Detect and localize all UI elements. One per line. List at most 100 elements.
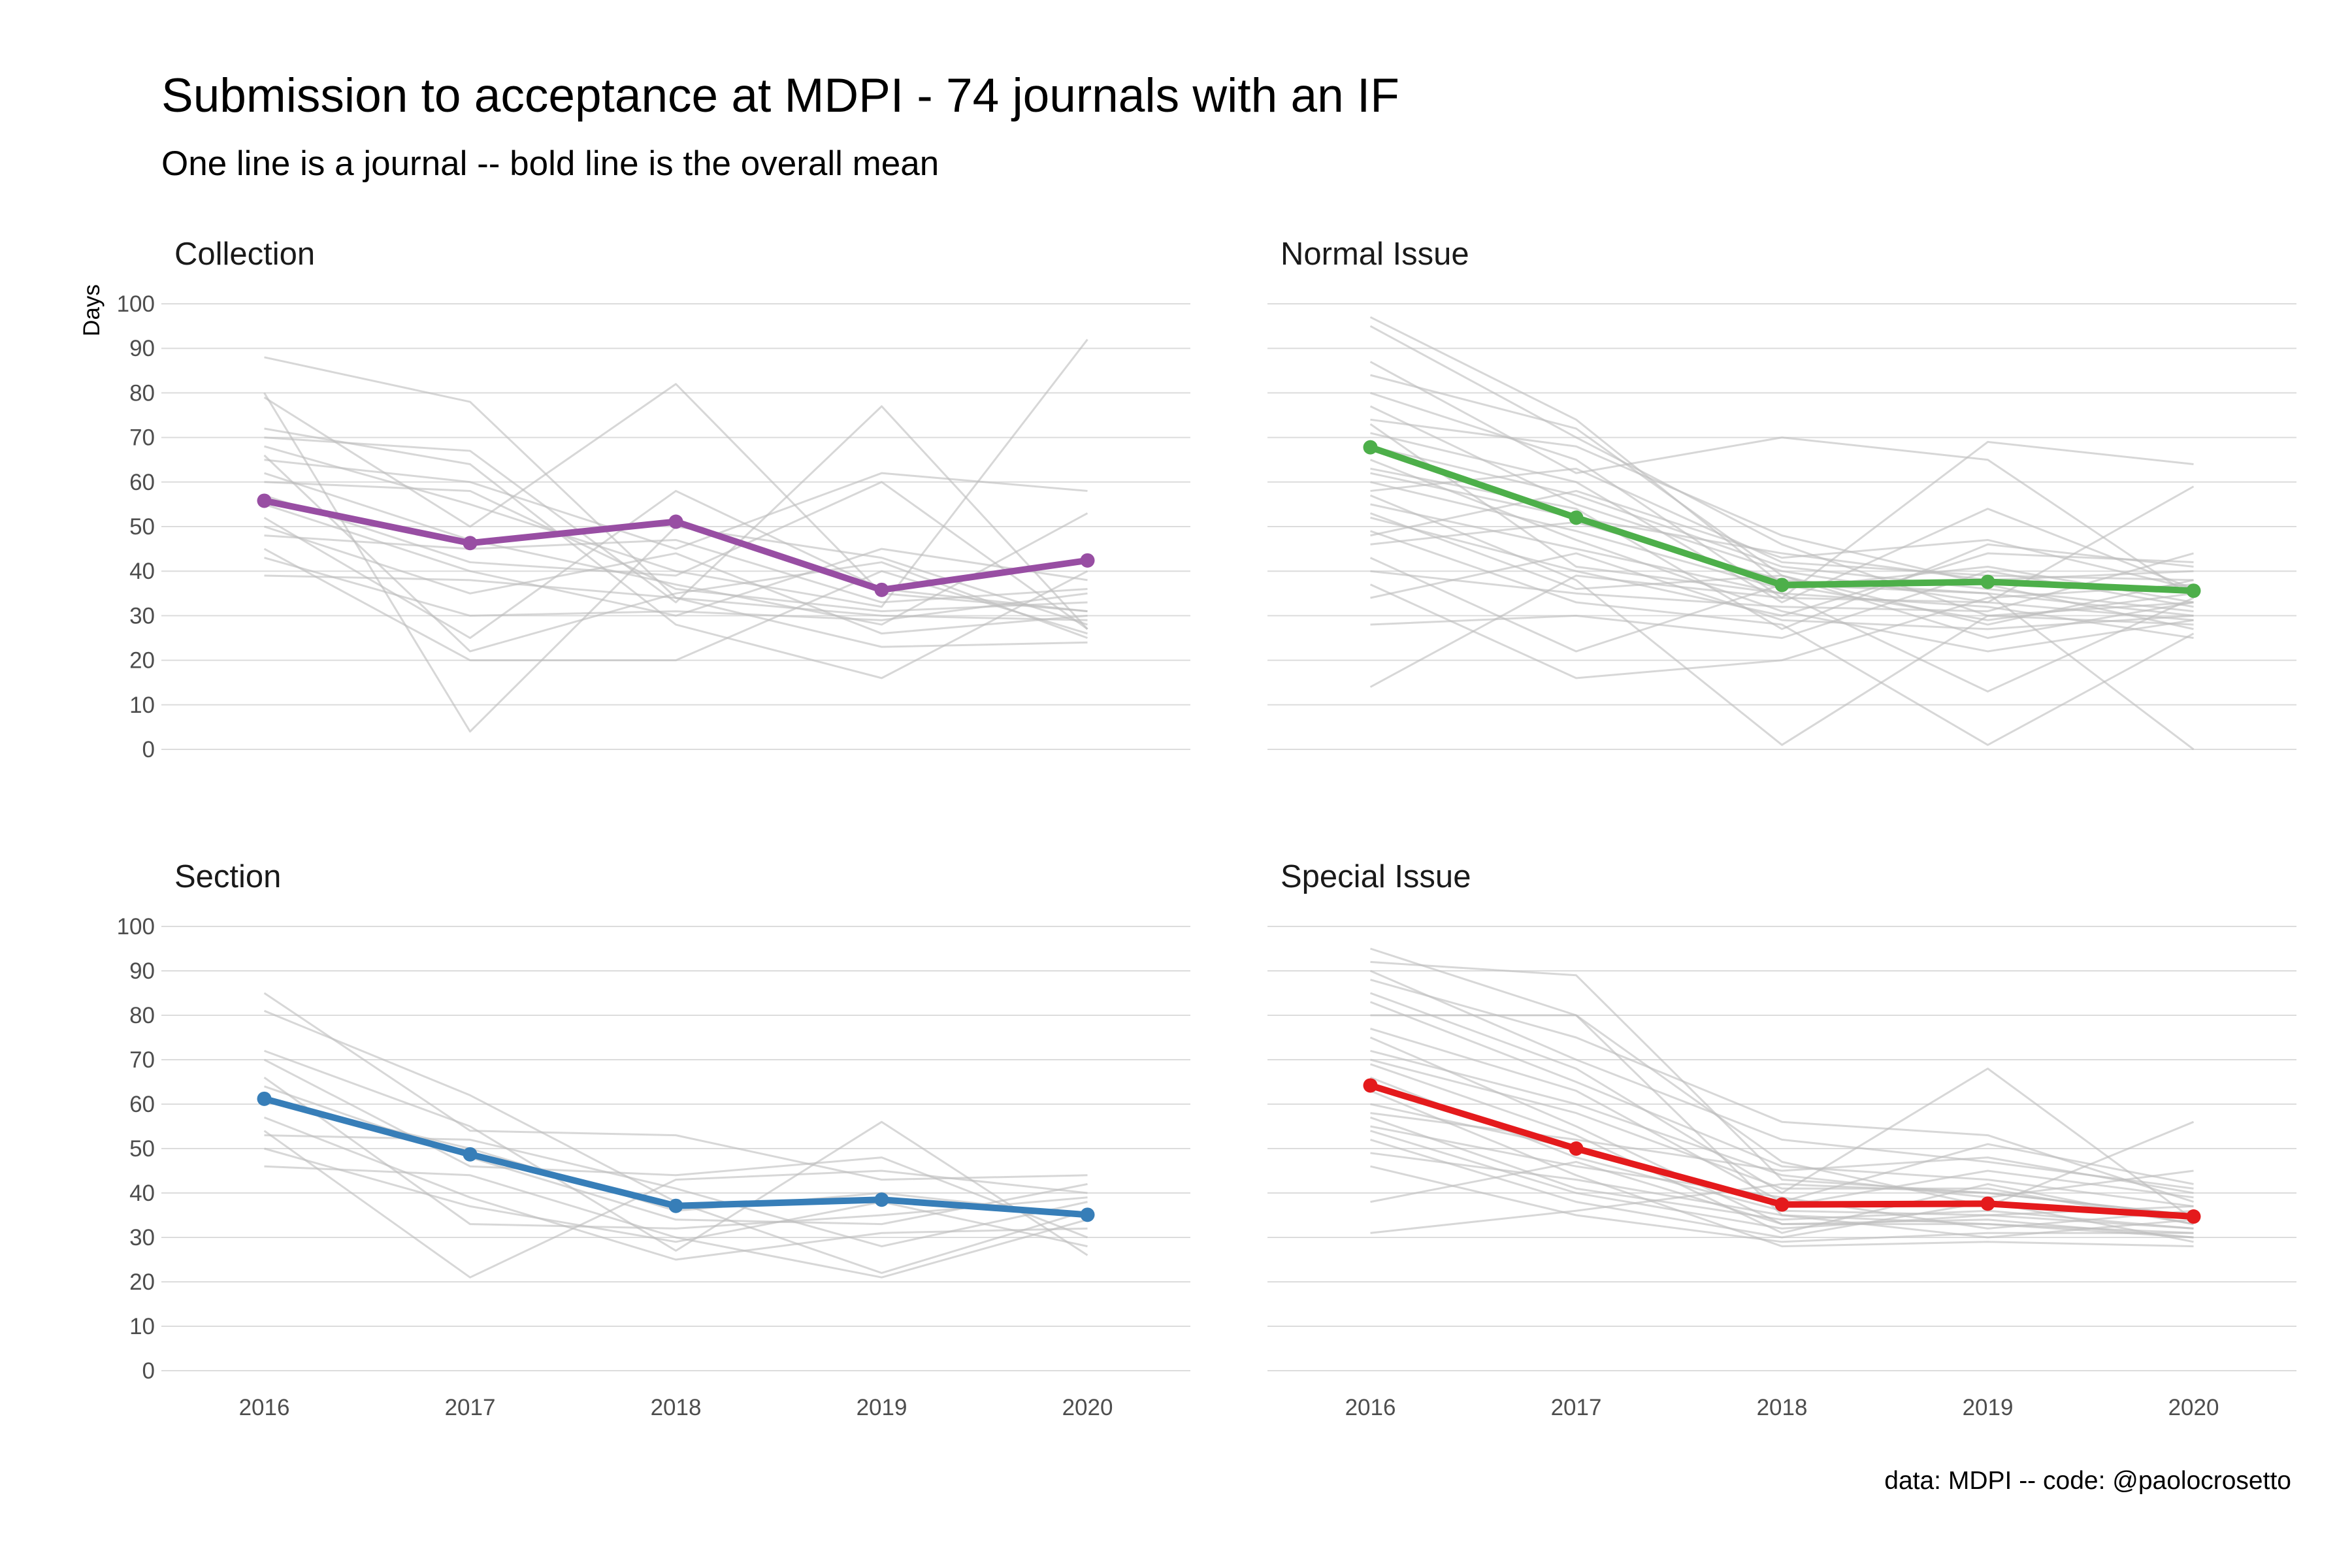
y-tick-label: 20 xyxy=(129,1269,155,1295)
journal-line xyxy=(263,489,1088,639)
facet-title: Normal Issue xyxy=(1281,237,1469,272)
x-tick-label: 2020 xyxy=(1062,1395,1113,1420)
mean-point xyxy=(1980,574,1995,589)
journal-line xyxy=(1370,467,2194,581)
journal-line xyxy=(264,503,1088,617)
journal-line xyxy=(1370,432,2195,604)
journal-line xyxy=(264,1147,1088,1248)
y-tick-label: 90 xyxy=(129,336,155,361)
journal-line xyxy=(1369,583,2194,679)
journal-line xyxy=(264,534,1088,604)
journal-line xyxy=(264,574,1088,648)
journal-line xyxy=(264,427,1088,679)
journal-line xyxy=(1370,552,2194,630)
journal-line xyxy=(264,338,1088,608)
journal-line xyxy=(264,481,1088,630)
x-tick-label: 2019 xyxy=(857,1395,907,1420)
journal-line xyxy=(1370,1058,2194,1226)
journal-line xyxy=(1370,445,2194,613)
y-tick-label: 10 xyxy=(129,1314,155,1339)
mean-line xyxy=(1367,444,2197,595)
y-tick-label: 80 xyxy=(129,380,155,406)
journal-line xyxy=(1369,1001,2194,1207)
y-tick-label: 60 xyxy=(129,1092,155,1117)
journal-line xyxy=(263,1076,1088,1230)
y-tick-label: 0 xyxy=(142,1358,155,1384)
journal-line xyxy=(1369,512,2194,639)
mean-point xyxy=(1569,1141,1584,1156)
journal-line xyxy=(1369,459,2194,653)
mean-point xyxy=(463,536,478,551)
y-tick-label: 60 xyxy=(129,470,155,495)
facet-panel: 0 10 20 30 40 50 60 70 80 90 100 Section 2016 2017 201… xyxy=(117,859,1190,1420)
journal-line xyxy=(1369,405,2195,604)
journal-line xyxy=(264,525,1088,635)
y-tick-label: 80 xyxy=(129,1003,155,1028)
mean-point xyxy=(1080,1207,1095,1222)
journal-line xyxy=(263,454,1088,653)
facet-title: Section xyxy=(174,859,281,894)
mean-point xyxy=(1363,1078,1378,1093)
journal-line xyxy=(1370,1165,2194,1243)
x-tick-label: 2020 xyxy=(2168,1395,2219,1420)
journal-line xyxy=(1369,1076,2194,1217)
y-tick-label: 50 xyxy=(129,1136,155,1162)
y-tick-label: 70 xyxy=(129,1047,155,1073)
mean-point xyxy=(2186,583,2201,598)
mean-point xyxy=(1774,578,1789,593)
journal-line xyxy=(1369,361,2195,599)
mean-point xyxy=(1980,1196,1995,1211)
y-tick-label: 0 xyxy=(142,737,155,762)
x-tick-label: 2016 xyxy=(1345,1395,1396,1420)
journal-line xyxy=(1370,1116,2194,1230)
journal-line xyxy=(1369,423,2194,639)
x-tick-label: 2016 xyxy=(239,1395,290,1420)
journal-line xyxy=(264,405,1088,630)
y-tick-label: 40 xyxy=(129,559,155,584)
chart-title: Submission to acceptance at MDPI - 74 jo… xyxy=(161,69,1399,122)
mean-point xyxy=(1774,1197,1789,1212)
facet-panel: Normal Issue xyxy=(1267,237,2296,751)
facet-panel: 0 10 20 30 40 50 60 70 80 90 100 Collection xyxy=(117,237,1190,762)
mean-point xyxy=(257,493,272,508)
journal-line xyxy=(264,1098,1088,1217)
mean-point xyxy=(668,1198,683,1213)
journal-line xyxy=(263,992,1088,1181)
facet-title: Special Issue xyxy=(1281,859,1471,894)
y-tick-label: 70 xyxy=(129,425,155,451)
mean-point xyxy=(1080,553,1095,568)
chart-subtitle: One line is a journal -- bold line is th… xyxy=(161,144,939,183)
x-tick-label: 2018 xyxy=(651,1395,702,1420)
journal-line xyxy=(264,557,1088,621)
journal-line xyxy=(1370,552,2194,613)
y-axis-title: Days xyxy=(79,284,105,336)
y-tick-label: 90 xyxy=(129,958,155,984)
journal-line xyxy=(1369,970,2194,1190)
x-tick-label: 2017 xyxy=(1551,1395,1602,1420)
journal-line xyxy=(1370,1063,2194,1234)
mean-point xyxy=(463,1147,478,1162)
mean-point xyxy=(1363,440,1378,455)
facet-panel: Special Issue 2016 2017 2018 2019 2020 xyxy=(1267,859,2296,1420)
y-tick-label: 30 xyxy=(129,603,155,629)
y-tick-label: 30 xyxy=(129,1225,155,1250)
y-tick-label: 100 xyxy=(117,291,155,317)
x-tick-label: 2019 xyxy=(1963,1395,2014,1420)
mean-point xyxy=(668,514,683,529)
mean-point xyxy=(1569,510,1584,525)
y-tick-label: 20 xyxy=(129,648,155,674)
journal-line xyxy=(263,383,1088,613)
y-tick-label: 50 xyxy=(129,514,155,540)
journal-line xyxy=(1370,489,2194,590)
x-tick-label: 2017 xyxy=(445,1395,496,1420)
journal-line xyxy=(1369,992,2195,1221)
journal-line xyxy=(1370,530,2195,746)
journal-line xyxy=(263,1009,1088,1274)
mean-point xyxy=(2186,1209,2201,1224)
mean-line xyxy=(261,1095,1091,1218)
journal-line xyxy=(1369,1090,2194,1248)
x-tick-label: 2018 xyxy=(1757,1395,1808,1420)
journal-line xyxy=(1370,1014,2195,1207)
facet-title: Collection xyxy=(174,237,315,272)
